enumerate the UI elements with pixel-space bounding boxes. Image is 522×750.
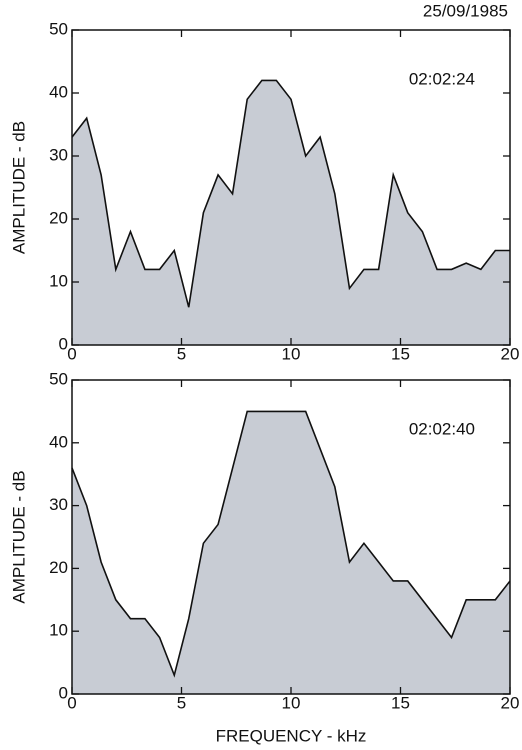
x-tick-label: 0 bbox=[67, 344, 76, 363]
x-tick-label: 5 bbox=[177, 693, 186, 712]
y-tick-label: 0 bbox=[59, 334, 68, 353]
y-tick-label: 30 bbox=[49, 495, 68, 514]
y-tick-label: 40 bbox=[49, 432, 68, 451]
x-tick-label: 20 bbox=[501, 693, 520, 712]
y-tick-label: 0 bbox=[59, 683, 68, 702]
y-tick-label: 30 bbox=[49, 145, 68, 164]
y-tick-label: 20 bbox=[49, 558, 68, 577]
area-fill bbox=[72, 80, 510, 346]
y-tick-label: 50 bbox=[49, 19, 68, 38]
x-tick-label: 15 bbox=[391, 344, 410, 363]
x-tick-label: 0 bbox=[67, 693, 76, 712]
y-tick-label: 10 bbox=[49, 271, 68, 290]
area-line bbox=[71, 410, 511, 678]
area-line bbox=[71, 79, 510, 308]
x-axis-label: FREQUENCY - kHz bbox=[216, 726, 367, 745]
x-tick-label: 10 bbox=[282, 344, 301, 363]
annotation: 02:02:24 bbox=[409, 69, 475, 88]
y-axis-label: AMPLITUDE - dB bbox=[9, 470, 28, 603]
annotation: 02:02:40 bbox=[409, 419, 475, 438]
date-label: 25/09/1985 bbox=[423, 1, 508, 20]
y-tick-label: 20 bbox=[49, 208, 68, 227]
x-tick-label: 5 bbox=[177, 344, 186, 363]
x-tick-label: 10 bbox=[282, 693, 301, 712]
y-tick-label: 10 bbox=[49, 621, 68, 640]
x-tick-label: 15 bbox=[391, 693, 410, 712]
area-fill bbox=[72, 411, 510, 694]
x-tick-label: 20 bbox=[501, 344, 520, 363]
y-tick-label: 50 bbox=[49, 369, 68, 388]
y-axis-label: AMPLITUDE - dB bbox=[9, 121, 28, 254]
y-tick-label: 40 bbox=[49, 82, 68, 101]
